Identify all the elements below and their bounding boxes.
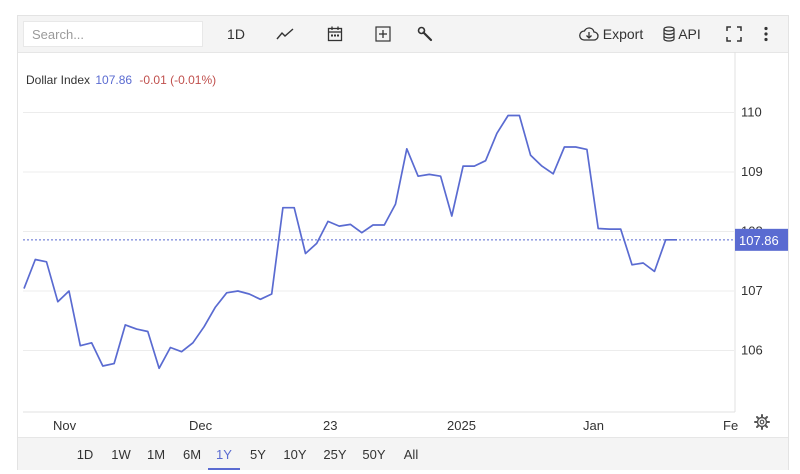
range-50y[interactable]: 50Y [362,447,386,462]
y-tick-label: 110 [741,105,762,120]
x-tick-label: Dec [189,418,213,433]
y-tick-label: 106 [741,343,763,358]
range-10y[interactable]: 10Y [283,447,307,462]
legend-change: -0.01 (-0.01%) [139,73,217,87]
x-tick-label: Jan [583,418,604,433]
calendar-icon[interactable] [324,16,346,52]
y-tick-label: 107 [741,283,763,298]
wrench-icon[interactable] [414,16,436,52]
range-1w[interactable]: 1W [111,447,131,462]
range-all[interactable]: All [403,447,419,462]
search-input[interactable] [23,21,203,47]
export-label: Export [602,26,644,42]
y-tick-label: 109 [741,164,763,179]
range-bar: 1D 1W 1M 6M 1Y 5Y 10Y 25Y 50Y All [18,437,788,470]
api-label: API [678,26,701,42]
line-chart: 106107108109110NovDec232025JanFe107.86 [23,52,788,433]
database-icon [663,26,675,42]
legend-name: Dollar Index [26,73,91,87]
interval-button[interactable]: 1D [227,26,245,42]
more-vertical-icon[interactable] [758,16,774,52]
price-tag-label: 107.86 [739,233,779,248]
x-tick-label: 23 [323,418,337,433]
range-1d[interactable]: 1D [76,447,94,462]
line-chart-icon[interactable] [274,16,296,52]
export-button[interactable]: Export [576,16,646,52]
api-button[interactable]: API [660,16,704,52]
range-6m[interactable]: 6M [182,447,202,462]
range-25y[interactable]: 25Y [323,447,347,462]
x-tick-label: Nov [53,418,77,433]
range-5y[interactable]: 5Y [250,447,266,462]
chart-toolbar: 1D Export API [18,16,788,53]
legend-value: 107.86 [95,73,133,87]
chart-widget: 1D Export API [17,15,789,470]
x-tick-label: Fe [723,418,738,433]
x-tick-label: 2025 [447,418,476,433]
fullscreen-icon[interactable] [723,16,745,52]
plus-box-icon[interactable] [372,16,394,52]
range-1m[interactable]: 1M [146,447,166,462]
cloud-download-icon [578,27,599,41]
range-1y[interactable]: 1Y [208,438,240,470]
price-tag [735,228,788,251]
series-line [23,114,677,370]
chart-legend: Dollar Index 107.86 -0.01 (-0.01%) [26,73,216,87]
gear-icon[interactable] [754,414,770,430]
